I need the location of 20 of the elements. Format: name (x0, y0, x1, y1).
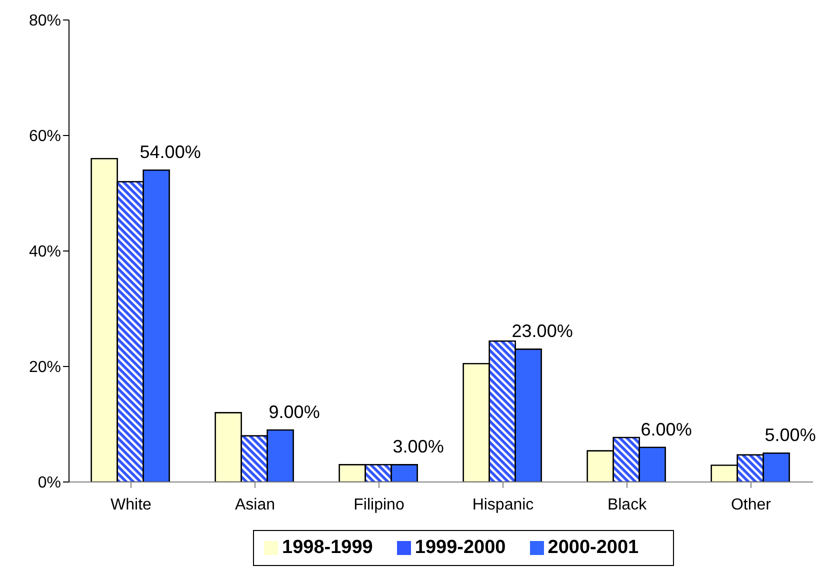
x-tick-label: White (110, 496, 152, 514)
x-tick-label: Other (730, 496, 772, 514)
y-tick-label: 20% (28, 359, 61, 376)
y-tick-label: 80% (28, 12, 61, 30)
x-tick-label: Filipino (354, 496, 404, 514)
data-label: 5.00% (764, 425, 816, 446)
x-tick-label: Hispanic (472, 496, 534, 514)
data-label: 23.00% (512, 321, 573, 342)
y-tick-label: 40% (28, 244, 61, 261)
legend-label: 2000-2001 (548, 537, 639, 558)
data-label: 3.00% (392, 436, 444, 457)
legend-label: 1998-1999 (282, 537, 373, 558)
data-label: 9.00% (268, 402, 320, 422)
x-tick-label: Black (607, 496, 648, 514)
x-tick-label: Asian (234, 496, 276, 514)
y-tick-label: 0% (38, 474, 61, 492)
y-tick-label: 60% (28, 128, 61, 146)
legend-label: 1999-2000 (414, 537, 506, 558)
data-label: 6.00% (640, 419, 692, 440)
data-label: 54.00% (140, 142, 201, 162)
